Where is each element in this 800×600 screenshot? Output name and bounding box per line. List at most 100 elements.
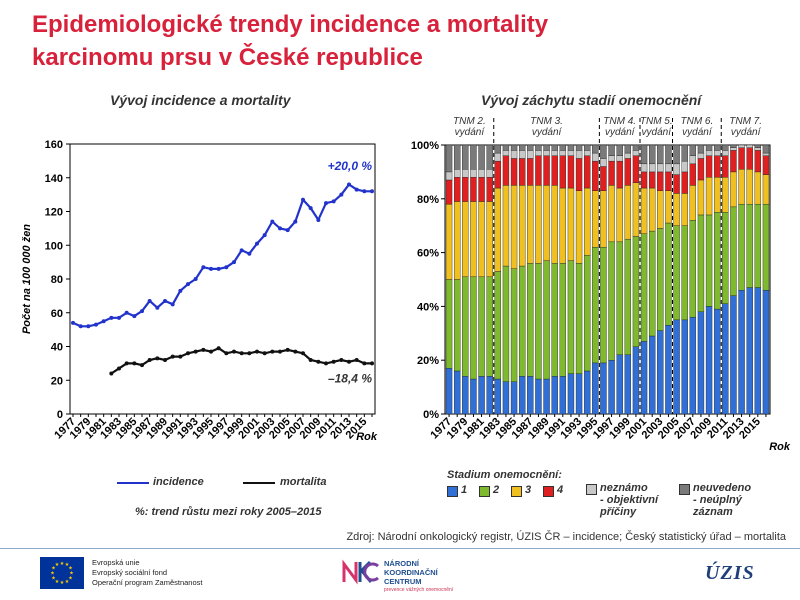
- bar-segment-stage-1: [640, 341, 648, 415]
- data-point-incidence: [140, 309, 144, 314]
- data-point-incidence: [316, 217, 321, 222]
- bar-segment-stage-1: [673, 319, 680, 415]
- data-point-mortalita: [278, 349, 282, 354]
- bar-segment-stage-2: [705, 214, 713, 307]
- data-point-mortalita: [324, 361, 328, 366]
- nkc-line-3: CENTRUM: [384, 577, 422, 586]
- bar-segment-stage-3: [673, 193, 680, 226]
- data-point-incidence: [247, 251, 252, 256]
- bar-segment-stage-4: [730, 150, 737, 173]
- bar-segment-stage-1: [543, 378, 550, 415]
- data-point-incidence: [285, 228, 290, 233]
- y-tick-label: 20: [51, 375, 63, 387]
- data-point-incidence: [262, 233, 267, 238]
- data-point-incidence: [331, 199, 336, 204]
- data-point-mortalita: [262, 351, 267, 356]
- bar-segment-stage-4: [470, 177, 477, 202]
- bar-segment-stage-2: [657, 228, 664, 331]
- data-point-incidence: [170, 302, 175, 307]
- bar-segment-stage-2: [713, 212, 721, 310]
- data-point-incidence: [193, 277, 198, 281]
- bar-segment-stage-1: [665, 325, 672, 415]
- bar-segment-stage-1: [486, 376, 493, 415]
- data-point-incidence: [347, 182, 351, 187]
- bar-segment-stage-5: [738, 144, 745, 148]
- bar-segment-stage-4: [551, 155, 558, 186]
- svg-text:★: ★: [65, 562, 70, 568]
- bar-segment-stage-1: [462, 376, 469, 415]
- bar-segment-stage-3: [478, 201, 485, 278]
- bar-segment-stage-2: [551, 263, 558, 377]
- legend-stage4-label: 4: [557, 484, 564, 496]
- eu-line-2: Evropský sociální fond: [92, 568, 168, 577]
- y-tick-label: 60%: [417, 248, 439, 260]
- bar-segment-stage-5: [543, 150, 550, 156]
- data-point-incidence: [293, 219, 298, 224]
- data-point-incidence: [209, 266, 213, 271]
- bar-segment-stage-3: [689, 185, 697, 221]
- stage-distribution-chart: 0%20%40%60%80%100%1977197919811983198519…: [411, 116, 791, 453]
- bar-segment-stage-2: [462, 276, 469, 377]
- data-point-mortalita: [132, 361, 137, 366]
- bar-segment-stage-1: [600, 362, 607, 415]
- bar-segment-stage-3: [551, 185, 558, 264]
- bar-segment-stage-4: [559, 155, 567, 189]
- bar-segment-stage-1: [689, 316, 697, 415]
- bar-segment-stage-5: [705, 150, 713, 156]
- bar-segment-stage-6: [657, 144, 664, 165]
- bar-segment-stage-5: [535, 150, 542, 156]
- incidence-mortality-chart: 0204060801001201401601977197919811983198…: [21, 139, 378, 443]
- bar-segment-stage-1: [705, 306, 713, 415]
- bar-segment-stage-1: [762, 290, 770, 415]
- bar-segment-stage-5: [583, 150, 591, 156]
- bar-segment-stage-4: [583, 155, 591, 189]
- bar-segment-stage-4: [640, 171, 648, 189]
- bar-segment-stage-3: [705, 177, 713, 216]
- data-point-mortalita: [285, 347, 290, 352]
- data-point-incidence: [232, 260, 236, 265]
- data-point-mortalita: [163, 358, 167, 362]
- bar-segment-stage-3: [445, 203, 453, 280]
- bar-segment-stage-6: [527, 144, 534, 151]
- bar-segment-stage-2: [673, 225, 680, 321]
- bar-segment-stage-2: [632, 236, 640, 347]
- bar-segment-stage-5: [494, 152, 502, 162]
- bar-segment-stage-1: [657, 330, 664, 415]
- y-tick-label: 0%: [423, 409, 439, 421]
- bar-segment-stage-4: [486, 177, 493, 202]
- bar-segment-stage-2: [510, 268, 518, 382]
- tnm-period-label: TNM 2. vydání: [453, 116, 486, 138]
- y-tick-label: 40%: [417, 301, 439, 313]
- data-point-mortalita: [362, 361, 367, 366]
- bar-segment-stage-2: [600, 247, 607, 364]
- data-point-incidence: [255, 241, 259, 246]
- bar-segment-stage-1: [730, 295, 737, 415]
- bar-segment-stage-3: [527, 185, 534, 264]
- trend-note: %: trend růstu mezi roky 2005–2015: [135, 506, 322, 518]
- data-point-incidence: [101, 319, 106, 324]
- incidence-trend-annotation: +20,0 %: [328, 159, 373, 173]
- bar-segment-stage-3: [713, 177, 721, 213]
- bar-segment-stage-5: [518, 150, 526, 159]
- bar-segment-stage-5: [762, 152, 770, 156]
- bar-segment-stage-6: [697, 144, 705, 154]
- legend-unknown-label: neznámo - objektivní příčiny: [600, 482, 659, 518]
- data-point-mortalita: [354, 358, 359, 362]
- bar-segment-stage-1: [713, 308, 721, 415]
- y-tick-label: 60: [51, 308, 63, 320]
- bar-segment-stage-3: [575, 190, 583, 264]
- bar-segment-stage-1: [624, 354, 632, 415]
- title-line-2: karcinomu prsu v České republice: [32, 44, 423, 71]
- bar-segment-stage-5: [632, 150, 640, 156]
- data-point-incidence: [71, 320, 75, 325]
- bar-segment-stage-1: [754, 287, 762, 415]
- y-tick-label: 80%: [417, 194, 439, 206]
- nkc-line-2: KOORDINAČNÍ: [384, 568, 438, 577]
- data-point-incidence: [370, 189, 374, 194]
- eu-flag-icon: ★ ★ ★ ★ ★ ★ ★ ★ ★ ★ ★ ★: [40, 557, 84, 589]
- bar-segment-stage-1: [583, 370, 591, 415]
- legend-incidence-label: incidence: [153, 476, 204, 488]
- bar-segment-stage-3: [762, 174, 770, 205]
- data-point-incidence: [216, 266, 221, 271]
- bar-segment-stage-3: [665, 190, 672, 224]
